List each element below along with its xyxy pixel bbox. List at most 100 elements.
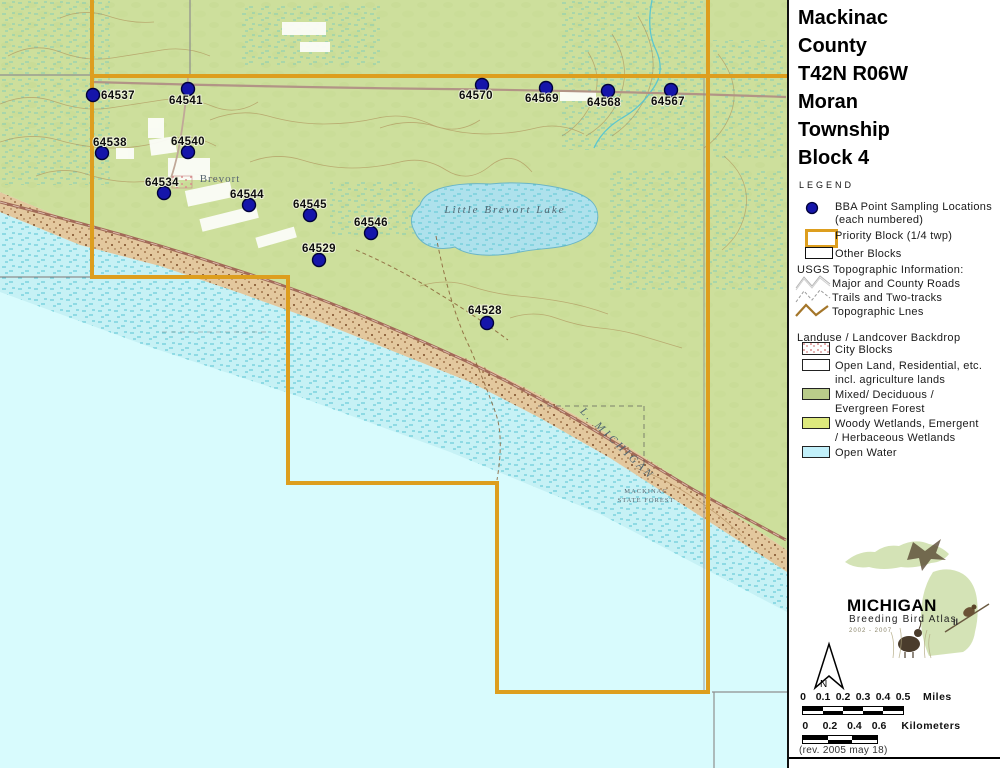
- wetland-swatch: [802, 417, 830, 429]
- scale-tick: 0.4: [847, 720, 862, 732]
- bba-point-64545: [302, 207, 318, 223]
- scale-tick: 0.4: [875, 691, 891, 703]
- place-label: STATE FOREST: [618, 497, 675, 504]
- scale-tick: 0: [800, 691, 806, 703]
- place-label: Brevort: [200, 173, 241, 185]
- open-water-swatch: [802, 446, 830, 458]
- miles-ticks: 0 0.1 0.2 0.3 0.4 0.5 Miles: [793, 691, 952, 703]
- other-blocks-swatch: [805, 247, 833, 259]
- north-label: N: [820, 679, 827, 690]
- perched-bird-icon: [944, 603, 990, 633]
- hawk-icon: [907, 539, 946, 571]
- bba-point-64569: [538, 80, 554, 96]
- landuse-heading: Landuse / Landcover Backdrop: [797, 332, 961, 344]
- section-lines: [0, 0, 787, 768]
- grass-strokes: [890, 627, 932, 659]
- scale-tick: 0.6: [871, 720, 887, 732]
- creek: [593, 0, 661, 149]
- map-title: Mackinac County T42N R06W Moran Township Bloc…: [798, 4, 998, 172]
- north-arrow: N: [813, 641, 845, 691]
- trails: [355, 235, 509, 481]
- bba-point-64538: [94, 145, 110, 161]
- priority-block-label: Priority Block (1/4 twp): [835, 230, 953, 242]
- shoreline-beach: [0, 192, 787, 572]
- bba-point-label: 64568: [587, 97, 621, 109]
- michigan-lp-shape: [921, 569, 978, 656]
- bba-points: 64537 64541 64570 64569 64568 64567 64538 64540…: [85, 77, 686, 331]
- bba-point-64528: [479, 315, 495, 331]
- scale-unit: Miles: [923, 691, 952, 703]
- bba-legend-sublabel: (each numbered): [835, 214, 924, 226]
- bba-point-legend-icon: [805, 201, 819, 215]
- logo-title: MICHIGAN: [847, 596, 937, 615]
- forest-swatch: [802, 388, 830, 400]
- bba-point-64570: [474, 77, 490, 93]
- major-roads-label: Major and County Roads: [832, 278, 961, 290]
- topographic-lines-icon: [795, 303, 829, 317]
- bba-point-label: 64537: [101, 90, 135, 102]
- km-ticks: 0 0.2 0.4 0.6 Kilometers: [793, 720, 961, 732]
- scale-tick: 0.5: [895, 691, 911, 703]
- logo-numeral: II: [953, 617, 959, 627]
- bba-point-64567: [663, 82, 679, 98]
- bba-point-64537: [85, 87, 101, 103]
- bba-point-label: 64544: [230, 189, 264, 201]
- bba-point-64529: [311, 252, 327, 268]
- open-land-label: Open Land, Residential, etc.: [835, 360, 983, 372]
- legend-panel: Mackinac County T42N R06W Moran Township Bloc…: [787, 0, 1000, 768]
- legend-heading: LEGEND: [799, 180, 855, 190]
- map-title-line: Township: [798, 119, 890, 141]
- map-title-line: Moran: [798, 91, 858, 113]
- bba-point-64546: [363, 225, 379, 241]
- water-boundary-dashes: [162, 331, 645, 464]
- bba-point-label: 64529: [302, 243, 336, 255]
- bba-point-64541: [180, 81, 196, 97]
- major-roads-icon: [795, 275, 831, 291]
- bba-point-64544: [241, 197, 257, 213]
- mbba-logo-art: [845, 539, 990, 659]
- forest-label: Mixed/ Deciduous /: [835, 389, 934, 401]
- shallow-water: [0, 212, 787, 612]
- wetland-label2: / Herbaceous Wetlands: [835, 432, 956, 444]
- bba-point-label: 64570: [459, 90, 493, 102]
- bba-point-label: 64541: [169, 95, 203, 107]
- scale-tick: 0.3: [855, 691, 871, 703]
- bba-point-label: 64528: [468, 305, 502, 317]
- map-title-line: Block 4: [798, 147, 870, 169]
- open-land-swatch: [802, 359, 830, 371]
- wetland-label: Woody Wetlands, Emergent: [835, 418, 979, 430]
- little-brevort-lake: [410, 182, 599, 256]
- map-title-line: County: [798, 35, 867, 57]
- km-scalebar: [802, 735, 878, 744]
- revision-note: (rev. 2005 may 18): [799, 745, 888, 756]
- bba-point-64568: [600, 83, 616, 99]
- trails-icon: [795, 289, 831, 303]
- logo-subtitle: Breeding Bird Atlas: [849, 614, 957, 625]
- priority-block-swatch: [805, 229, 838, 248]
- scale-tick: 0.2: [822, 720, 838, 732]
- priority-block-boundary: [90, 0, 787, 694]
- place-label: MACKINAC: [624, 488, 667, 495]
- scale-tick: 0.2: [835, 691, 851, 703]
- panel-bottom-border: [789, 757, 1000, 759]
- mbba-logo: MICHIGAN Breeding Bird Atlas 2002 - 2007…: [837, 532, 999, 670]
- map-title-line: T42N R06W: [798, 63, 909, 85]
- scale-tick: 0: [802, 720, 809, 732]
- trails-label: Trails and Two-tracks: [832, 292, 943, 304]
- map-title-line: Mackinac: [798, 7, 889, 29]
- open-water-label: Open Water: [835, 447, 897, 459]
- scale-tick: 0.1: [815, 691, 831, 703]
- bba-point-label: 64567: [651, 96, 685, 108]
- bba-point-label: 64569: [525, 93, 559, 105]
- bba-point-label: 64534: [145, 177, 179, 189]
- bba-legend-label: BBA Point Sampling Locations: [835, 201, 992, 213]
- bba-point-label: 64540: [171, 136, 205, 148]
- logo-years: 2002 - 2007: [849, 628, 893, 634]
- bba-point-label: 64538: [93, 137, 127, 149]
- bba-point-label: 64545: [293, 199, 327, 211]
- city-blocks-patch: [171, 175, 193, 189]
- usgs-heading: USGS Topographic Information:: [797, 264, 964, 276]
- quail-icon: [898, 619, 922, 658]
- block-boundary-extensions: [90, 0, 787, 78]
